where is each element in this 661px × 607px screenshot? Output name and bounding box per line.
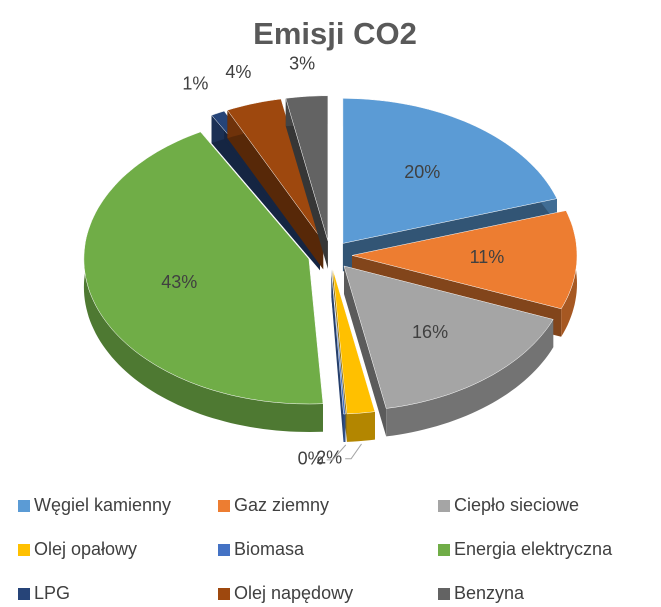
data-label: 1% [182,73,208,93]
data-label: 16% [412,322,448,342]
leader-line [345,443,362,460]
slice-top [285,95,329,241]
slice-top [342,98,558,244]
slice-side [285,98,328,269]
slice [285,95,329,269]
slice-side [344,266,387,437]
legend-swatch [18,588,30,600]
data-label: 43% [161,272,197,292]
legend-label: Ciepło sieciowe [454,495,579,515]
slice-side [386,319,554,437]
leader-line [326,444,347,461]
legend-swatch [438,544,450,556]
data-label: 11% [470,247,505,267]
slice-side [331,269,344,442]
slice-top [83,131,324,405]
slice [343,265,554,437]
slice-top [351,210,578,310]
legend-label: Biomasa [234,539,305,559]
legend-label: Gaz ziemny [234,495,329,515]
legend-label: LPG [34,583,70,603]
legend-label: Benzyna [454,583,525,603]
legend-swatch [438,500,450,512]
data-label: 4% [225,62,251,82]
legend-label: Olej napędowy [234,583,353,603]
slice-top [332,269,376,415]
legend-swatch [438,588,450,600]
slice-top [226,98,324,242]
legend-label: Węgiel kamienny [34,495,171,515]
legend-swatch [218,500,230,512]
data-label: 0% [298,449,324,469]
legend-swatch [218,588,230,600]
slice-top [343,265,554,409]
legend-label: Olej opałowy [34,539,137,559]
legend-swatch [218,544,230,556]
data-label: 20% [404,162,440,182]
legend-swatch [18,500,30,512]
slice-side [227,110,324,270]
slice [331,269,346,442]
slice [226,98,324,270]
data-label: 2% [316,447,342,467]
data-label: 3% [289,53,315,73]
chart-title: Emisji CO2 [253,16,417,51]
slice-side [346,411,375,442]
slice-side [343,414,346,442]
legend-label: Energia elektryczna [454,539,613,559]
slice [83,131,324,432]
legend-swatch [18,544,30,556]
slice-top [331,269,346,415]
